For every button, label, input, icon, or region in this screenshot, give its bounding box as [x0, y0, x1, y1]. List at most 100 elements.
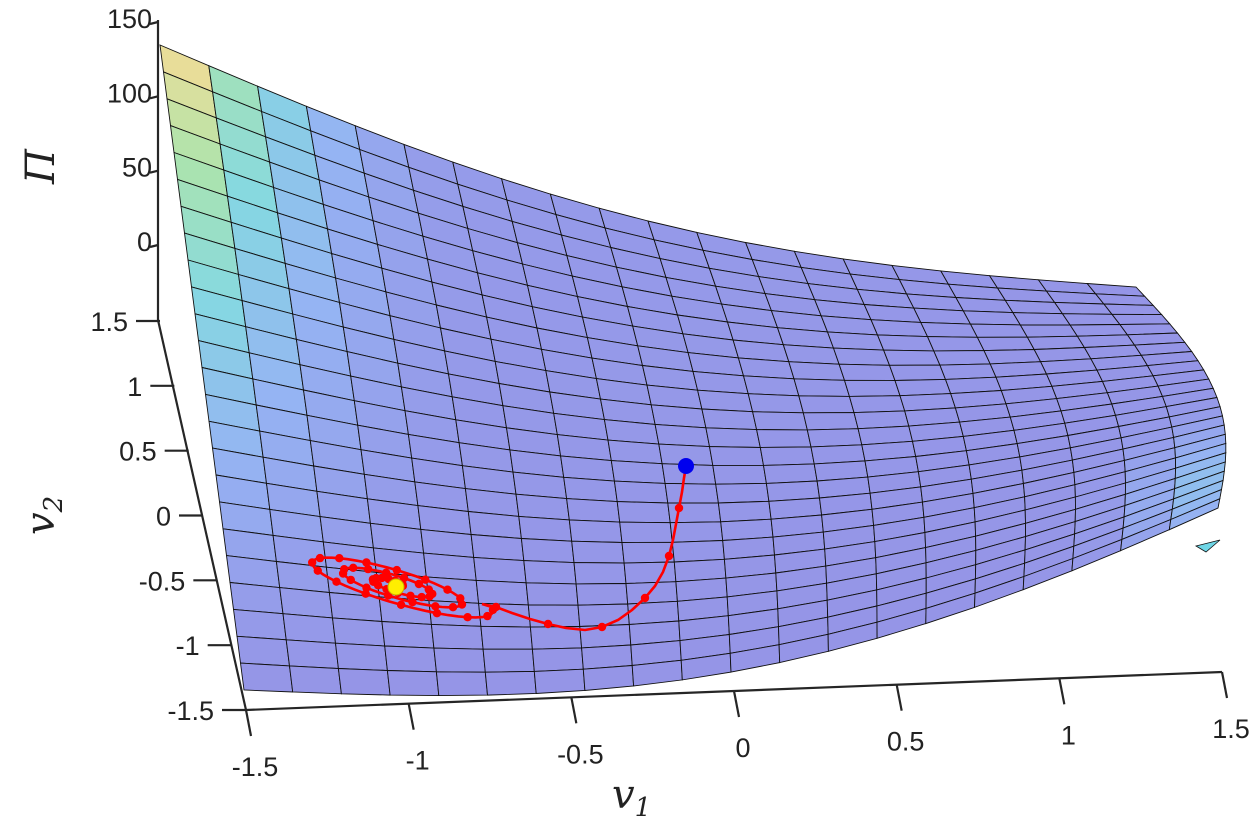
surface-patch: [832, 347, 891, 366]
surface-patch: [527, 604, 581, 628]
surface-patch: [1102, 303, 1163, 316]
trajectory-marker: [340, 565, 349, 574]
surface-patch: [482, 648, 535, 673]
surface-patch: [515, 493, 570, 521]
z-tick-label: 0: [137, 227, 152, 257]
surface-tip: [1194, 539, 1221, 553]
trajectory-marker: [349, 563, 358, 572]
surface-patch: [870, 319, 929, 338]
surface-patch: [654, 423, 711, 448]
surface-patch: [533, 668, 586, 694]
surface-patch: [582, 665, 635, 691]
surface-patch: [848, 395, 906, 414]
surface-patch: [473, 556, 527, 584]
surface-patch: [701, 408, 758, 431]
surface-patch: [969, 323, 1029, 338]
trajectory-marker: [362, 558, 371, 567]
surface-patch: [627, 600, 680, 625]
surface-patch: [386, 670, 440, 697]
y-tick-label: -1.5: [167, 696, 214, 726]
x-tick-label: 0.5: [887, 727, 925, 757]
trajectory-marker: [640, 593, 650, 603]
surface-patch: [876, 334, 935, 352]
trajectory-marker: [332, 577, 341, 586]
surface-patch: [752, 411, 808, 431]
trajectory-marker: [414, 579, 424, 589]
surface-patch: [279, 587, 334, 619]
trajectory-marker: [457, 600, 467, 609]
surface-patch: [976, 336, 1035, 352]
surface-patch: [894, 378, 952, 397]
x-tick-label: 0: [735, 733, 750, 763]
surface-patch: [616, 501, 671, 524]
surface-patch: [581, 644, 633, 670]
surface-patch: [1111, 313, 1171, 325]
surface-patch: [742, 375, 800, 397]
trajectory-marker: [483, 611, 492, 621]
trajectory-marker: [664, 551, 674, 561]
trajectory-marker: [313, 566, 322, 575]
trajectory-marker: [346, 575, 355, 585]
trajectory-marker: [463, 613, 472, 622]
x-tick-mark: [1220, 671, 1229, 699]
surface-patch: [671, 540, 725, 563]
surface-patch: [926, 336, 985, 352]
trajectory-marker: [363, 564, 373, 574]
surface-patch: [747, 393, 804, 414]
trajectory-marker: [315, 553, 325, 563]
surface-patch: [334, 642, 388, 671]
surface-patch: [239, 662, 294, 693]
surface-patch: [793, 378, 851, 397]
surface-patch: [717, 500, 772, 523]
surface-patch: [1019, 324, 1079, 338]
surface-patch: [788, 361, 846, 381]
surface-patch: [1069, 324, 1129, 337]
surface-mesh: [159, 44, 1227, 697]
z-tick-mark: [149, 20, 159, 26]
surface-patch: [913, 307, 972, 325]
z-tick-mark: [149, 169, 159, 174]
surface-patch: [806, 428, 863, 448]
x-tick-mark: [1058, 678, 1066, 705]
z-tick-mark: [149, 95, 159, 100]
trajectory-marker: [377, 573, 386, 583]
y-tick-label: 1.5: [90, 307, 128, 337]
z-tick-label: 100: [107, 78, 152, 108]
trajectory-marker: [406, 591, 415, 600]
surface-patch: [232, 608, 287, 641]
surface-patch: [838, 363, 896, 381]
x-tick-mark: [244, 709, 253, 737]
x-tick-label: 1.5: [1212, 714, 1250, 744]
surface-patch: [384, 645, 437, 673]
surface-patch: [381, 621, 435, 649]
svg-text:Π: Π: [18, 148, 64, 185]
trajectory-marker: [335, 554, 344, 563]
surface-patch: [802, 412, 859, 431]
trajectory-marker: [543, 619, 553, 629]
trajectory-marker: [362, 583, 371, 592]
surface-patch: [566, 498, 621, 523]
surface-patch: [705, 427, 761, 448]
surface-patch: [523, 560, 577, 585]
x-tick-mark: [407, 703, 415, 730]
surface-patch: [470, 534, 525, 562]
surface-patch: [619, 521, 673, 543]
surface-patch: [575, 583, 629, 606]
trajectory-marker: [597, 622, 607, 632]
x-axis-label: v1: [612, 772, 651, 823]
surface-patch: [475, 579, 529, 606]
surface-patch: [337, 668, 391, 696]
surface-patch: [669, 521, 724, 543]
z-tick-mark: [149, 243, 159, 249]
surface-patch: [577, 603, 630, 627]
trajectory-marker: [417, 592, 426, 602]
x-tick-label: -0.5: [557, 739, 604, 769]
start-point: [678, 458, 694, 474]
surface-patch: [331, 617, 386, 647]
svg-text:v2: v2: [18, 496, 69, 535]
y-tick-label: 0: [156, 502, 171, 532]
surface-patch: [425, 576, 480, 604]
trajectory-marker: [425, 592, 434, 601]
surface-patch: [610, 460, 666, 484]
